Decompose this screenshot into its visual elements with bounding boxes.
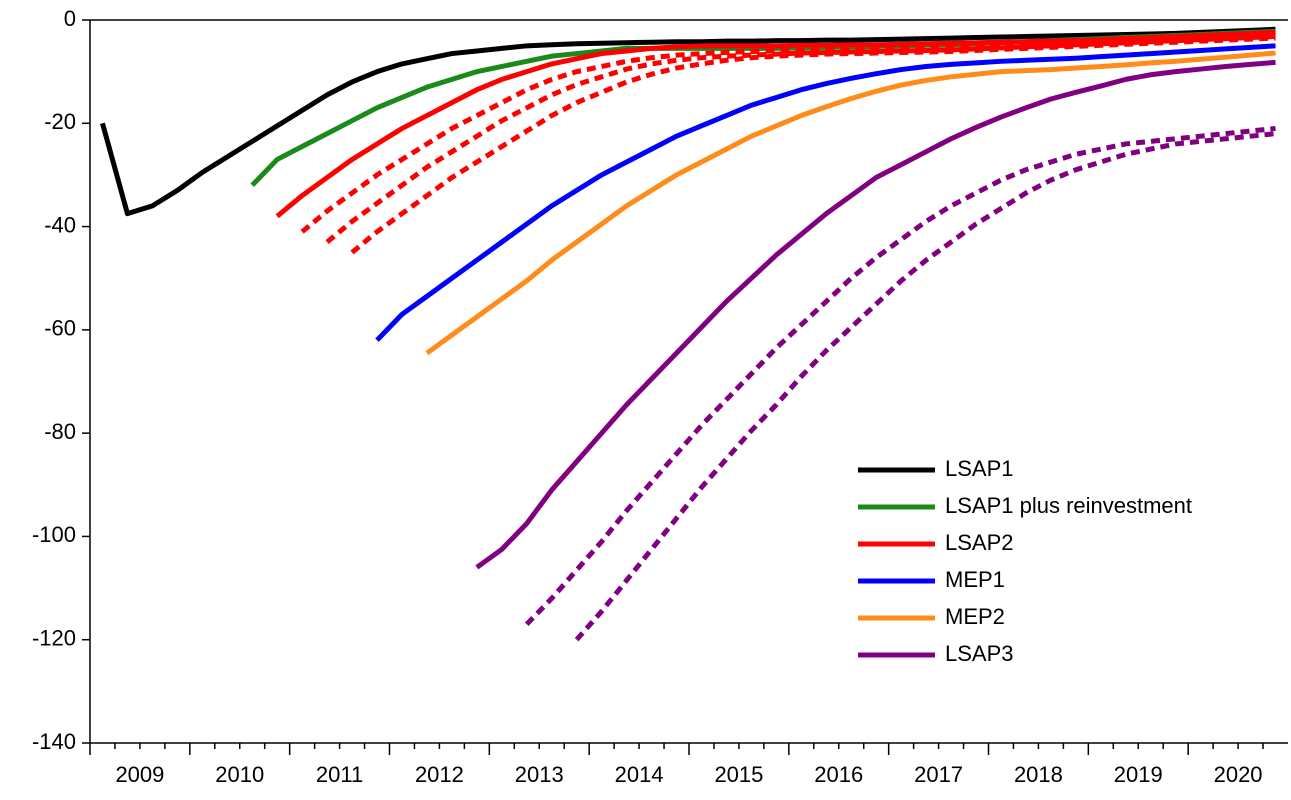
x-tick-label: 2019 — [1114, 762, 1163, 787]
legend-label: LSAP3 — [945, 641, 1014, 666]
legend-label: LSAP2 — [945, 530, 1014, 555]
x-tick-label: 2015 — [714, 762, 763, 787]
y-tick-label: -100 — [32, 522, 76, 547]
legend-label: LSAP1 plus reinvestment — [945, 493, 1192, 518]
y-tick-label: 0 — [64, 6, 76, 31]
y-tick-label: -20 — [44, 109, 76, 134]
line — [275, 29, 1276, 219]
y-tick-label: -60 — [44, 316, 76, 341]
dashed-line — [524, 125, 1276, 626]
y-tick-label: -140 — [32, 729, 76, 754]
x-tick-label: 2010 — [215, 762, 264, 787]
y-tick-label: -120 — [32, 626, 76, 651]
line — [100, 26, 1276, 217]
x-tick-label: 2012 — [415, 762, 464, 787]
line — [425, 50, 1276, 356]
legend-label: MEP2 — [945, 604, 1005, 629]
dashed-line — [574, 131, 1276, 642]
line — [475, 59, 1276, 570]
x-tick-label: 2013 — [515, 762, 564, 787]
legend-label: LSAP1 — [945, 456, 1014, 481]
x-tick-label: 2018 — [1014, 762, 1063, 787]
x-tick-label: 2009 — [115, 762, 164, 787]
x-tick-label: 2011 — [316, 762, 363, 787]
line — [375, 43, 1276, 342]
dashed-line — [325, 34, 1276, 244]
dashed-line — [350, 35, 1276, 255]
x-tick-label: 2014 — [615, 762, 664, 787]
legend-label: MEP1 — [945, 567, 1005, 592]
x-tick-label: 2017 — [914, 762, 963, 787]
x-tick-label: 2020 — [1214, 762, 1263, 787]
dashed-line — [300, 31, 1276, 234]
y-tick-label: -40 — [44, 212, 76, 237]
x-tick-label: 2016 — [814, 762, 863, 787]
y-tick-label: -80 — [44, 419, 76, 444]
